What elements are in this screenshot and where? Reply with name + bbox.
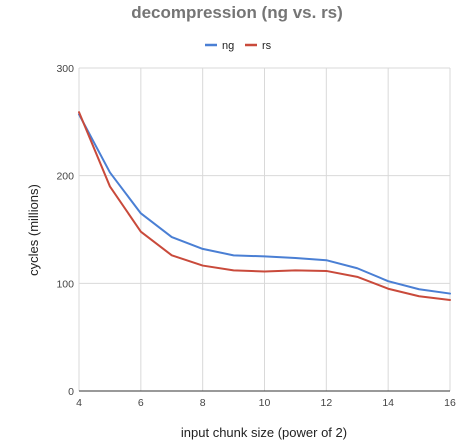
x-axis-title: input chunk size (power of 2) bbox=[181, 425, 347, 440]
x-tick-label: 14 bbox=[382, 397, 394, 409]
series-line-ng bbox=[78, 113, 451, 295]
legend-label-ng: ng bbox=[222, 40, 234, 52]
y-tick-label: 300 bbox=[56, 63, 74, 75]
x-tick-label: 16 bbox=[444, 397, 456, 409]
chart-title: decompression (ng vs. rs) bbox=[131, 3, 343, 22]
legend-label-rs: rs bbox=[262, 40, 272, 52]
gridlines bbox=[78, 67, 451, 392]
y-tick-label: 200 bbox=[56, 171, 74, 183]
x-tick-label: 6 bbox=[138, 397, 144, 409]
y-tick-label: 100 bbox=[56, 278, 74, 290]
y-axis-title: cycles (millions) bbox=[26, 184, 41, 276]
legend: ng rs bbox=[205, 40, 272, 52]
y-tick-label: 0 bbox=[68, 386, 74, 398]
series-lines bbox=[78, 111, 451, 302]
x-tick-label: 12 bbox=[320, 397, 332, 409]
x-tick-label: 10 bbox=[259, 397, 271, 409]
x-axis-ticks: 4 6 8 10 12 14 16 bbox=[76, 397, 456, 409]
x-tick-label: 4 bbox=[76, 397, 82, 409]
y-axis-ticks: 0 100 200 300 bbox=[56, 63, 74, 398]
series-line-rs bbox=[78, 111, 451, 302]
x-tick-label: 8 bbox=[200, 397, 206, 409]
